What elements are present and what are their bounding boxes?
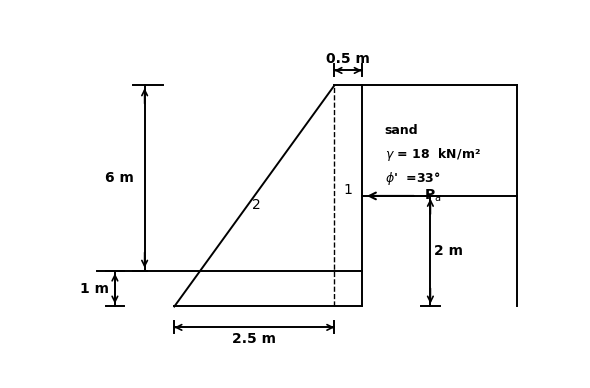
Text: 2.5 m: 2.5 m [232,333,276,346]
Text: $\phi$'  =33°: $\phi$' =33° [385,170,441,187]
Text: 6 m: 6 m [105,171,134,185]
Text: sand: sand [385,124,418,137]
Text: 1 m: 1 m [80,282,109,296]
Text: P$_{\rm a}$: P$_{\rm a}$ [424,188,441,204]
Text: 0.5 m: 0.5 m [326,52,370,66]
Text: 1: 1 [343,183,353,197]
Text: $\gamma$ = 18  kN/m²: $\gamma$ = 18 kN/m² [385,146,480,163]
Text: 2: 2 [253,198,261,212]
Text: 2 m: 2 m [434,244,463,258]
